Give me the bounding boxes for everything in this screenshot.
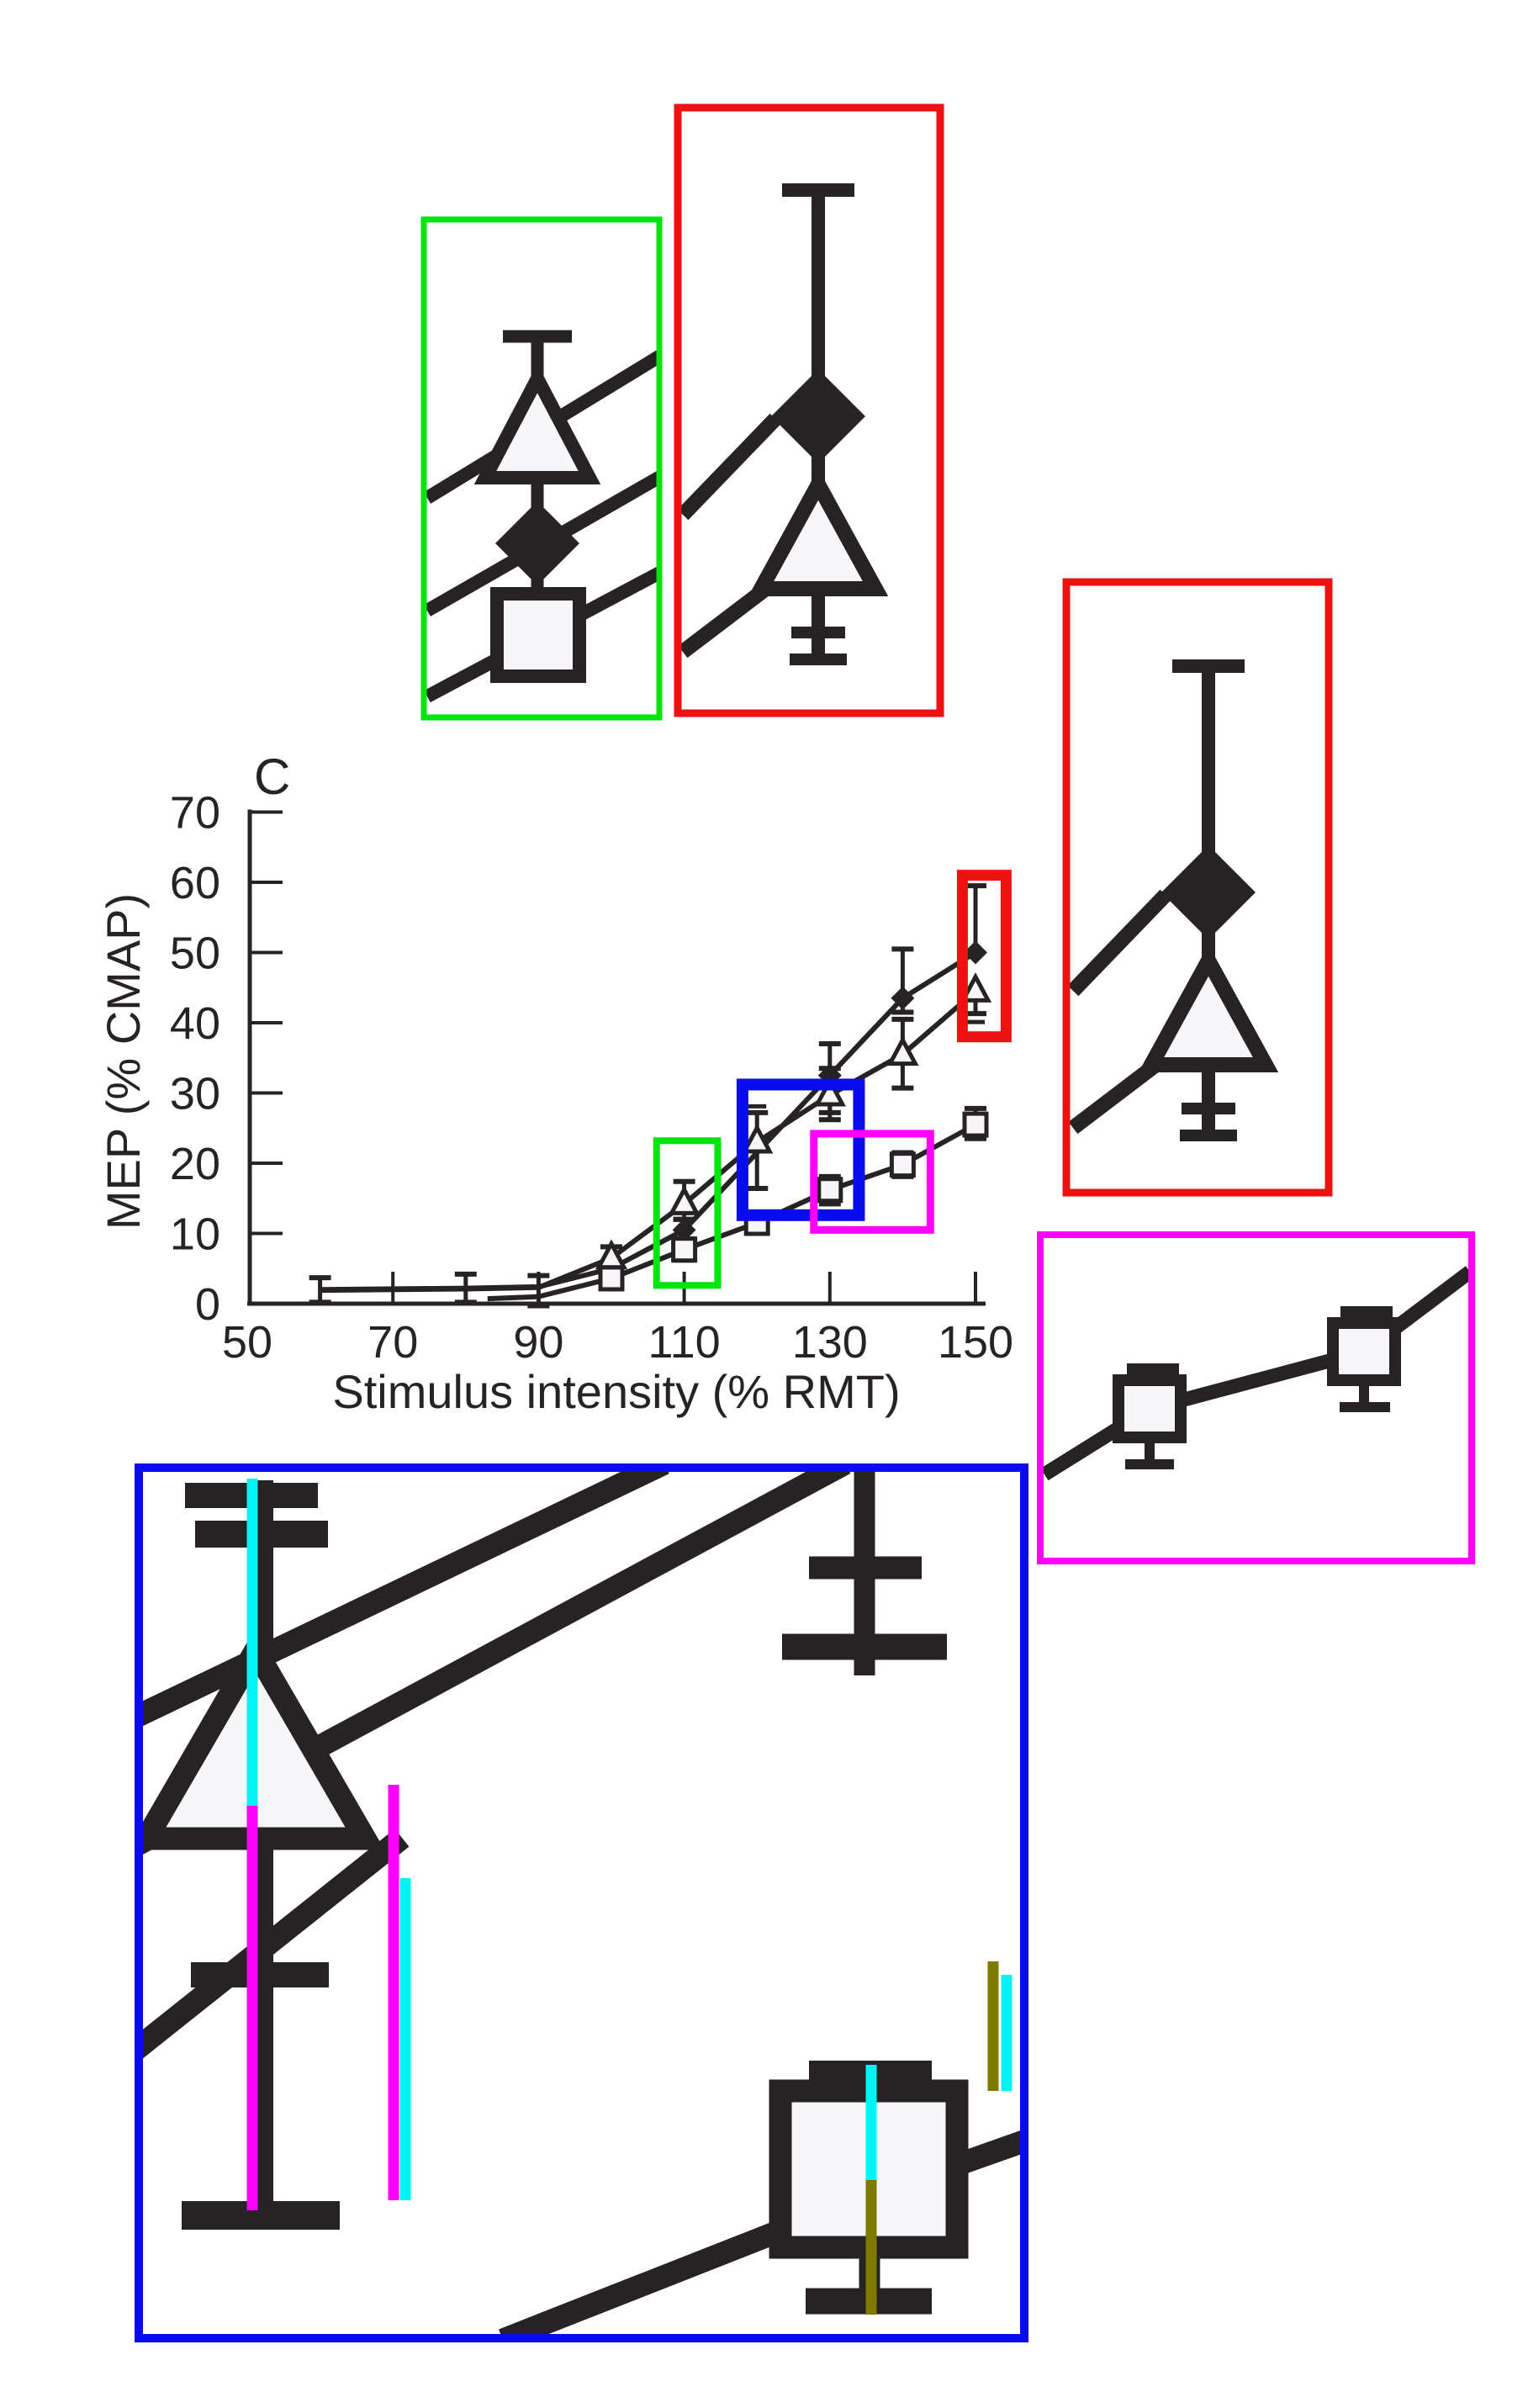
diamond-marker-zoomed (771, 369, 865, 463)
square-marker-zoomed (1113, 1374, 1187, 1443)
callout-green-zoom-110-border (420, 216, 663, 721)
extra-error-caps (748, 1019, 985, 1109)
callout-magenta-zoom-squares (1037, 1231, 1475, 1564)
triangle-marker (668, 1185, 701, 1215)
series-filled-diamond (309, 883, 987, 1309)
callout-red-zoom-150-top-content (678, 108, 940, 713)
axes: 0 10 20 30 40 50 60 70 50 70 90 110 130 150 Stimulus i… (97, 749, 1013, 1418)
callout-red-zoom-150-top (674, 103, 944, 717)
diamond-marker-zoomed (495, 501, 579, 585)
square-marker (598, 1265, 625, 1292)
callout-green-zoom-110-content (424, 220, 659, 717)
highlight-box-blue (736, 1078, 865, 1221)
highlight-rect-green (653, 1137, 722, 1289)
x-tick-label: 70 (367, 1317, 418, 1368)
triangle-marker-zoomed (473, 363, 601, 484)
callout-green-zoom-110 (420, 216, 663, 721)
y-tick-label: 50 (170, 929, 220, 979)
square-marker (962, 1111, 989, 1138)
x-axis-title: Stimulus intensity (% RMT) (332, 1365, 900, 1418)
x-tick-label: 150 (938, 1317, 1013, 1368)
x-tick-label: 130 (792, 1317, 868, 1368)
highlight-rect-red (956, 870, 1012, 1043)
triangle-marker (959, 972, 992, 1003)
callout-blue-zoom-120-border (135, 1463, 1028, 2342)
triangle-marker (813, 1076, 846, 1107)
series-line-filled-diamond (320, 950, 977, 1293)
x-tick-label: 50 (222, 1317, 272, 1368)
y-tick-label: 0 (195, 1279, 220, 1330)
y-tick-label: 70 (170, 788, 220, 839)
diamond-marker (891, 986, 915, 1010)
square-marker-zoomed (1327, 1317, 1401, 1386)
highlight-rect-blue (736, 1078, 865, 1221)
triangle-marker (741, 1123, 774, 1154)
diamond-marker (672, 1218, 696, 1242)
highlight-box-green (653, 1137, 722, 1289)
panel-label: C (254, 749, 290, 805)
callout-red-zoom-150-top-border (674, 103, 944, 717)
callout-blue-zoom-120-content (139, 1468, 1024, 2338)
callout-red-zoom-150-right (1062, 578, 1333, 1197)
series-line-open-triangle (320, 989, 977, 1294)
x-tick-label: 110 (648, 1317, 721, 1368)
highlight-box-magenta (810, 1130, 934, 1234)
y-tick-label: 30 (170, 1069, 220, 1119)
callout-blue-zoom-120 (135, 1463, 1028, 2342)
x-tick-label: 90 (513, 1317, 563, 1368)
square-marker (817, 1177, 843, 1204)
callout-magenta-zoom-squares-content (1040, 1235, 1472, 1561)
y-tick-label: 10 (170, 1209, 220, 1260)
callout-red-zoom-150-right-content (1066, 582, 1329, 1193)
square-marker (671, 1236, 698, 1263)
callout-magenta-zoom-squares-border (1037, 1231, 1475, 1564)
y-tick-label: 20 (170, 1139, 220, 1189)
y-tick-label: 60 (170, 858, 220, 908)
square-marker (889, 1151, 916, 1178)
highlight-box-red (956, 870, 1012, 1043)
square-marker-zoomed (490, 587, 586, 683)
callout-red-zoom-150-right-border (1062, 578, 1333, 1197)
triangle-marker-zoomed (1138, 945, 1279, 1072)
triangle-marker-zoomed (748, 468, 889, 596)
y-axis-title: MEP (% CMAP) (97, 893, 150, 1230)
highlight-rect-magenta (810, 1130, 934, 1234)
diamond-marker-zoomed (1161, 845, 1256, 939)
y-tick-label: 40 (170, 998, 220, 1049)
triangle-marker (886, 1035, 919, 1066)
diamond-marker (964, 940, 987, 965)
